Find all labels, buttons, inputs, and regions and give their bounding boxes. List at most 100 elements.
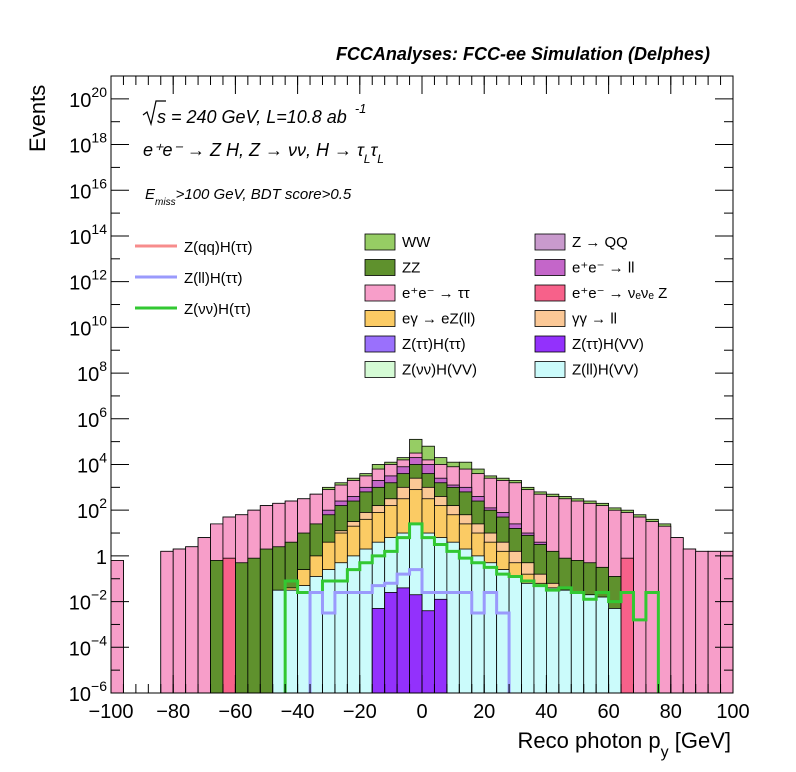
bar-segment [284,589,299,694]
bar-segment [633,516,647,694]
annotation-energy-sup: -1 [355,101,367,116]
bar-segment [384,592,398,694]
annotation-energy-s: s [157,107,166,127]
y-tick-label: 1010 [69,312,107,340]
y-tick-label: 1 [96,547,107,569]
legend-box-label: e⁺e⁻ → νₑνₑ Z [572,285,667,302]
annotation-cut-sub: miss [155,197,176,208]
annotation-energy: s = 240 GeV, L=10.8 ab -1 [142,100,366,127]
bar-segment [521,582,535,694]
y-tick-label: 1014 [69,221,107,249]
x-axis-label-unit: [GeV] [669,728,731,753]
x-tick-label: 80 [660,701,682,723]
bar-segment [620,557,634,694]
legend-box-swatch [534,284,566,302]
y-tick-label: 102 [77,495,107,523]
legend-box-label: Z → QQ [572,234,628,251]
svg-text:s= 240 GeV, L=10.8 ab-1: s = 240 GeV, L=10.8 ab -1 [157,101,366,127]
x-tick-label: 0 [416,701,427,723]
x-tick-label: 40 [535,701,557,723]
bar-segment [346,555,361,694]
bar-segment [185,546,199,694]
x-tick-label: −40 [281,701,315,723]
bar-segment [160,550,174,694]
bar-segment [434,598,448,694]
bar-segment [371,608,386,694]
annotation-cut: Emiss>100 GeV, BDT score>0.5 [145,186,352,208]
bar-segment [247,557,261,694]
bar-segment [695,550,709,694]
y-tick-label: 1018 [69,130,107,158]
line-series [283,522,660,693]
y-tick-label: 10−6 [69,678,107,706]
bar-segment [558,589,572,694]
bar-segment [421,610,435,694]
y-tick-label: 10−4 [69,632,107,660]
annotation-process: e⁺e⁻ → Z H, Z → νν, H → τLτL [143,140,384,166]
bar-segment [396,587,410,694]
legend-box-swatch [534,233,566,251]
bar-segment [272,589,286,694]
legend-box-swatch [364,361,396,378]
legend-box-swatch [364,284,396,302]
bar-segment [172,548,187,694]
bar-segment [508,576,522,694]
bar-segment [720,550,734,694]
bar-segment [322,569,336,694]
y-axis-label: Events [25,85,50,152]
bar-segment [297,585,311,694]
y-tick-label: 1020 [69,84,107,112]
line-series-path [308,568,511,693]
x-axis-label-main: Reco photon p [518,728,661,753]
y-tick-label: 10−2 [69,587,107,615]
legend-box-label: eγ → eZ(ll) [402,311,475,328]
legend-box-swatch [364,259,396,276]
bar-segment [546,587,560,694]
legend-line-label: Z(ll)H(ττ) [184,270,243,287]
legend-box-swatch [364,233,396,251]
bar-segment [608,608,622,694]
bar-segment [471,555,485,694]
bar-segment [446,541,460,694]
bar-segment [670,537,684,694]
legend-box-label: ZZ [402,260,420,277]
bar-segment [110,560,124,694]
legend-box-label: Z(ττ)H(ττ) [402,336,466,353]
bar-segment [657,525,672,694]
x-tick-label: 100 [716,701,749,723]
legend-line-label: Z(qq)H(ττ) [184,239,253,256]
annotation-energy-text: = 240 GeV, L=10.8 ab [171,107,347,127]
x-tick-label: −20 [343,701,377,723]
legend: Z(qq)H(ττ) Z(ll)H(ττ) Z(νν)H(ττ) WW Z → QQ ZZ… [135,233,667,379]
histogram-bars [110,438,734,694]
axes: −100 −80 −60 −40 −20 0 20 40 60 80 100 10−6 10−4 10−2… [69,75,750,723]
legend-box-swatch [534,361,566,378]
y-tick-label: 108 [77,358,107,386]
legend-box-swatch [534,310,566,327]
legend-box-swatch [364,310,396,327]
y-tick-label: 1012 [69,267,107,295]
bar-segment [409,594,423,694]
legend-box-swatch [364,335,396,353]
bar-segment [496,569,510,694]
x-axis-label: Reco photon py [GeV] [518,728,731,761]
legend-box-label: Z(ττ)H(VV) [572,336,644,353]
x-tick-label: 20 [473,701,495,723]
legend-box-label: Z(ll)H(VV) [572,362,639,379]
bar-segment [197,537,211,694]
x-tick-label: −100 [88,701,133,723]
x-tick-label: −60 [218,701,252,723]
x-tick-label: 60 [597,701,619,723]
y-tick-label: 1016 [69,175,107,203]
legend-box-label: WW [402,234,431,251]
bar-segment [682,548,697,694]
legend-box-swatch [534,335,566,353]
y-tick-label: 104 [77,449,107,477]
bar-segment [707,550,721,694]
legend-box-swatch [534,259,566,276]
legend-box-label: γγ → ll [572,311,617,328]
annotation-process-tau2: τ [370,140,378,160]
bar-segment [259,548,274,694]
bar-segment [483,562,498,694]
